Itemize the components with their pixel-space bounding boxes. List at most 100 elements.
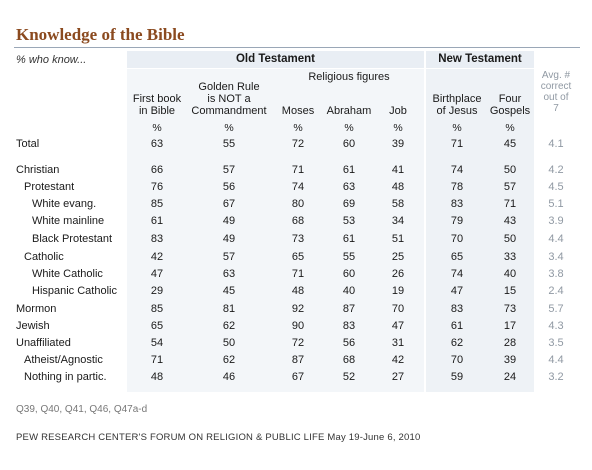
religious-figures-header: Religious figures [308, 71, 390, 83]
table-cell: 42 [150, 251, 164, 263]
question-notes: Q39, Q40, Q41, Q46, Q47a-d [16, 404, 148, 415]
table-cell: 26 [391, 268, 405, 280]
row-label: Christian [16, 164, 60, 176]
table-cell: 71 [291, 268, 305, 280]
table-cell: 47 [391, 320, 405, 332]
row-label: White evang. [32, 198, 97, 210]
table-cell: 43 [503, 215, 517, 227]
table-cell: 40 [503, 268, 517, 280]
table-cell: 45 [503, 138, 517, 150]
table-cell: 4.5 [548, 181, 564, 193]
column-header-abraham: Abraham [322, 105, 376, 117]
table-cell: 59 [450, 371, 464, 383]
table-cell: 80 [291, 198, 305, 210]
table-cell: 25 [391, 251, 405, 263]
table-cell: 31 [391, 337, 405, 349]
table-cell: 65 [150, 320, 164, 332]
new-testament-band [426, 69, 534, 392]
table-cell: 2.4 [548, 285, 564, 297]
table-cell: 55 [342, 251, 356, 263]
table-cell: 4.4 [548, 233, 564, 245]
row-label: Total [16, 138, 40, 150]
table-cell: 68 [291, 215, 305, 227]
unit-label: % [344, 122, 354, 134]
table-cell: 52 [342, 371, 356, 383]
table-cell: 3.8 [548, 268, 564, 280]
title-rule [14, 47, 580, 48]
table-cell: 17 [503, 320, 517, 332]
unit-label: % [152, 122, 162, 134]
table-cell: 62 [450, 337, 464, 349]
table-cell: 74 [450, 268, 464, 280]
table-cell: 53 [342, 215, 356, 227]
table-cell: 71 [150, 354, 164, 366]
table-cell: 73 [291, 233, 305, 245]
table-cell: 4.4 [548, 354, 564, 366]
table-cell: 57 [222, 164, 236, 176]
table-cell: 50 [503, 164, 517, 176]
table-cell: 63 [150, 138, 164, 150]
column-header-line: Commandment [191, 105, 267, 117]
column-header-moses: Moses [275, 105, 321, 117]
table-cell: 87 [291, 354, 305, 366]
table-cell: 71 [291, 164, 305, 176]
table-cell: 63 [342, 181, 356, 193]
table-cell: 61 [450, 320, 464, 332]
table-cell: 3.9 [548, 215, 564, 227]
table-cell: 48 [150, 371, 164, 383]
table-cell: 49 [222, 233, 236, 245]
table-cell: 57 [503, 181, 517, 193]
column-header-line: Four [498, 93, 522, 105]
table-cell: 48 [391, 181, 405, 193]
column-header-line: Avg. # [541, 70, 571, 81]
table-cell: 83 [450, 303, 464, 315]
table-cell: 50 [503, 233, 517, 245]
table-cell: 68 [342, 354, 356, 366]
row-label: White mainline [32, 215, 105, 227]
table-cell: 51 [391, 233, 405, 245]
column-header-line: Gospels [489, 105, 531, 117]
column-header-line: Job [389, 105, 407, 117]
table-cell: 66 [150, 164, 164, 176]
unit-label: % [224, 122, 234, 134]
table-cell: 4.2 [548, 164, 564, 176]
table-cell: 28 [503, 337, 517, 349]
table-cell: 33 [503, 251, 517, 263]
column-header-line: 7 [553, 103, 559, 114]
table-cell: 61 [342, 233, 356, 245]
row-label: Jewish [16, 320, 50, 332]
table-cell: 72 [291, 337, 305, 349]
table-cell: 40 [342, 285, 356, 297]
column-header-line: Abraham [326, 105, 372, 117]
source-credit: PEW RESEARCH CENTER'S FORUM ON RELIGION … [16, 432, 421, 443]
row-label: Black Protestant [32, 233, 113, 245]
table-cell: 41 [391, 164, 405, 176]
column-header-line: out of [543, 92, 569, 103]
row-label: Atheist/Agnostic [24, 354, 103, 366]
table-cell: 76 [150, 181, 164, 193]
table-cell: 4.1 [548, 138, 564, 150]
unit-label: % [393, 122, 403, 134]
table-cell: 65 [450, 251, 464, 263]
table-cell: 57 [222, 251, 236, 263]
table-cell: 5.7 [548, 303, 564, 315]
row-label: Protestant [24, 181, 75, 193]
column-header-line: First book [132, 93, 182, 105]
column-header-golden-rule: Golden Rule is NOT a Commandment [187, 81, 271, 117]
row-label: White Catholic [32, 268, 103, 280]
column-header-birthplace: Birthplace of Jesus [426, 93, 488, 117]
table-cell: 83 [150, 233, 164, 245]
table-cell: 78 [450, 181, 464, 193]
column-header-line: of Jesus [436, 105, 478, 117]
table-cell: 72 [291, 138, 305, 150]
table-cell: 87 [342, 303, 356, 315]
column-header-line: is NOT a [207, 93, 251, 105]
table-cell: 56 [342, 337, 356, 349]
table-cell: 61 [150, 215, 164, 227]
table-cell: 81 [222, 303, 236, 315]
table-cell: 39 [503, 354, 517, 366]
old-testament-band [127, 69, 424, 392]
table-cell: 74 [450, 164, 464, 176]
table-cell: 83 [342, 320, 356, 332]
old-testament-header: Old Testament [127, 51, 424, 68]
